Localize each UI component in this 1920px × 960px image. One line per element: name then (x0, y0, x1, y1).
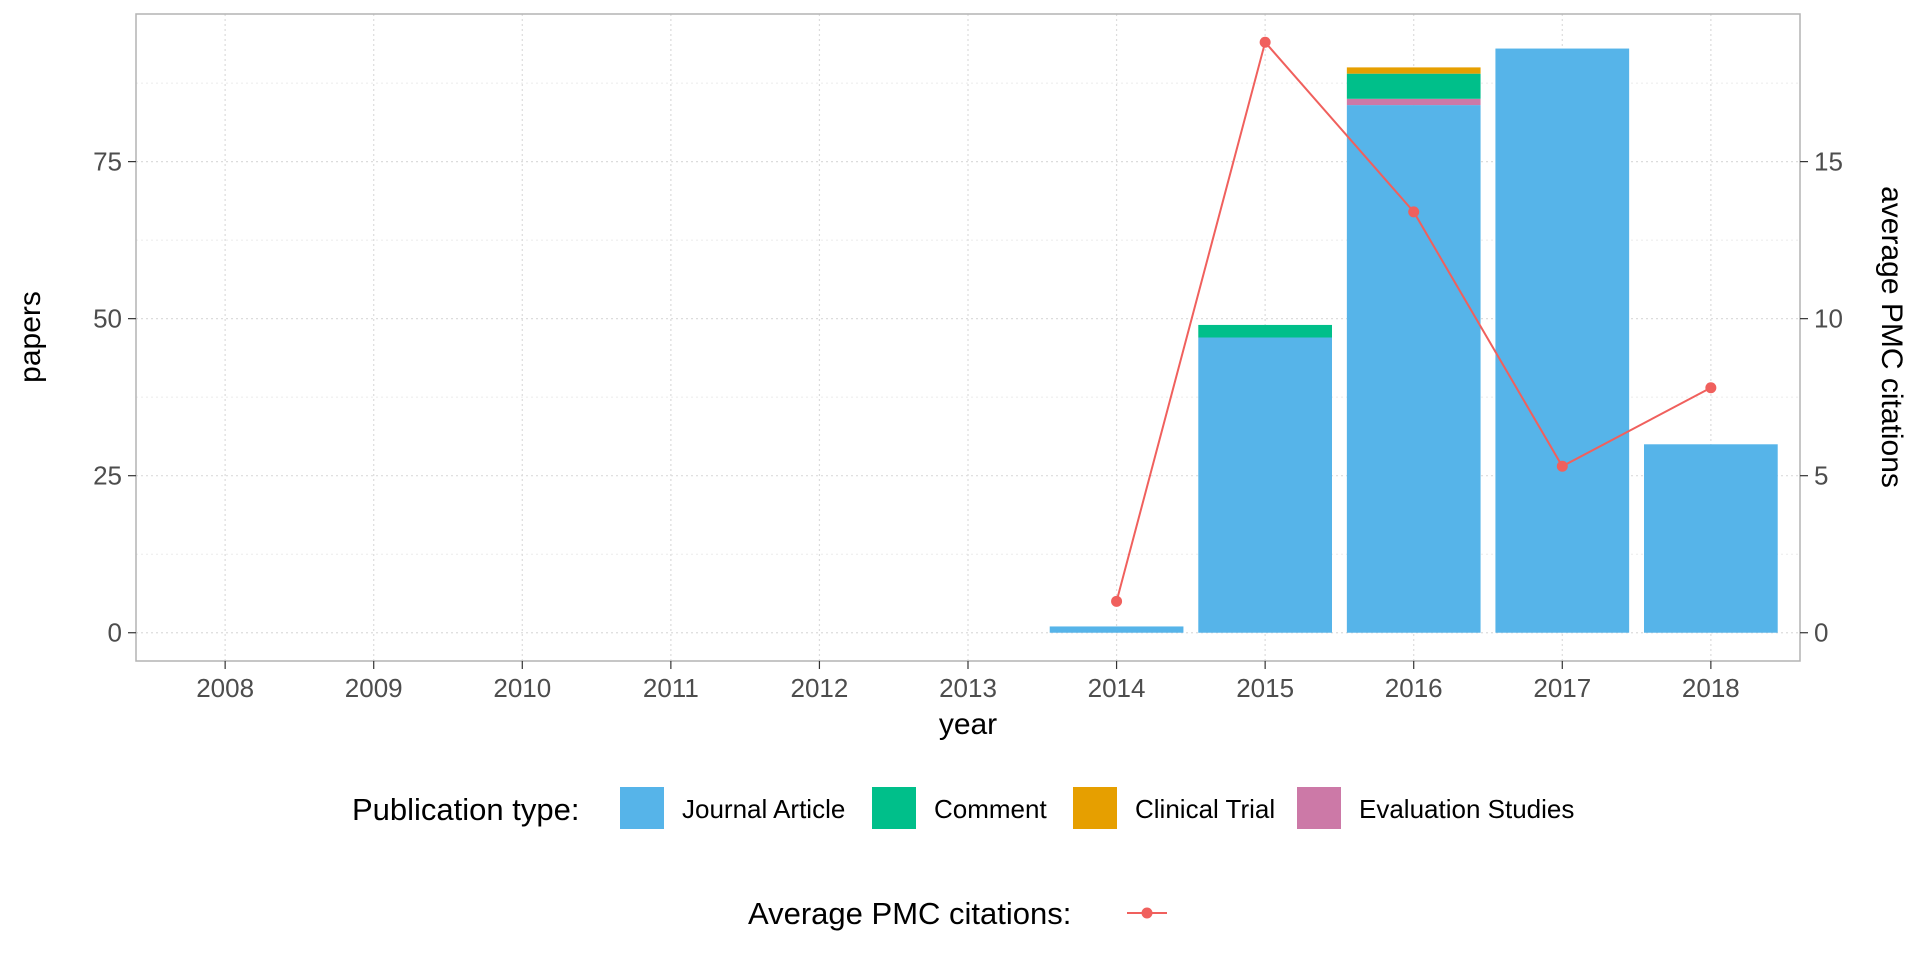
y2-axis-title: average PMC citations (1875, 186, 1908, 488)
x-tick-label: 2017 (1533, 673, 1591, 703)
y-axis-title: papers (14, 291, 47, 383)
x-tick-label: 2016 (1385, 673, 1443, 703)
bar-comment-2016 (1346, 73, 1481, 99)
y-tick-label: 75 (93, 147, 122, 177)
publication-legend: Publication type: Journal Article Commen… (352, 787, 1574, 829)
bar-journal-article-2018 (1644, 444, 1778, 633)
legend-key-clinical-trial (1073, 787, 1117, 829)
x-tick-label: 2012 (791, 673, 849, 703)
bars-layer (1049, 48, 1778, 633)
x-tick-label: 2013 (939, 673, 997, 703)
y-tick-label: 0 (108, 618, 122, 648)
legend-key-journal-article (620, 787, 664, 829)
x-tick-label: 2011 (643, 673, 699, 703)
x-tick-label: 2008 (196, 673, 254, 703)
x-tick-label: 2014 (1088, 673, 1146, 703)
citations-legend: Average PMC citations: (748, 896, 1167, 931)
legend-label-journal-article: Journal Article (682, 794, 845, 824)
legend-key-comment (872, 787, 916, 829)
x-tick-label: 2015 (1236, 673, 1294, 703)
bar-journal-article-2015 (1198, 337, 1332, 633)
bar-journal-article-2014 (1049, 626, 1184, 633)
citations-legend-title: Average PMC citations: (748, 896, 1071, 931)
y2-tick-label: 0 (1814, 618, 1828, 648)
y2-tick-label: 10 (1814, 304, 1843, 334)
line-layer (1111, 36, 1717, 607)
y2-tick-label: 5 (1814, 461, 1828, 491)
bar-clinical-trial-2016 (1346, 67, 1481, 74)
publication-legend-title: Publication type: (352, 792, 579, 827)
x-tick-label: 2010 (493, 673, 551, 703)
citations-point-2015 (1259, 36, 1271, 48)
x-tick-label: 2018 (1682, 673, 1740, 703)
legend-label-evaluation-studies: Evaluation Studies (1359, 794, 1574, 824)
citations-point-2017 (1556, 460, 1568, 472)
citations-point-2018 (1705, 382, 1717, 394)
bar-journal-article-2017 (1495, 48, 1630, 633)
legend-label-clinical-trial: Clinical Trial (1135, 794, 1275, 824)
x-tick-label: 2009 (345, 673, 403, 703)
bar-journal-article-2016 (1346, 105, 1481, 633)
citations-legend-point (1141, 907, 1153, 919)
bar-evaluation-studies-2016 (1346, 98, 1481, 106)
y2-tick-label: 15 (1814, 147, 1843, 177)
axes-layer: 0 25 50 75 0 5 10 15 2008 2009 2010 2011 2012 2013 201… (93, 147, 1843, 703)
citations-point-2014 (1111, 595, 1123, 607)
legend-key-evaluation-studies (1297, 787, 1341, 829)
legend-label-comment: Comment (934, 794, 1047, 824)
bar-comment-2015 (1198, 324, 1332, 338)
y-tick-label: 25 (93, 461, 122, 491)
y-tick-label: 50 (93, 304, 122, 334)
citations-point-2016 (1408, 206, 1420, 218)
x-axis-title: year (939, 708, 997, 741)
